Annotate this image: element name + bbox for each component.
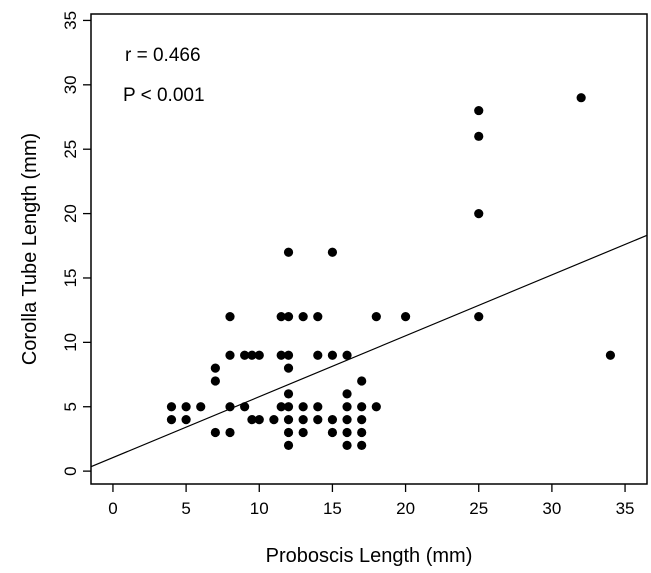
y-tick-label: 10 <box>61 333 80 352</box>
data-point <box>210 376 220 386</box>
data-point <box>474 131 484 141</box>
data-point <box>269 415 279 425</box>
data-point <box>240 402 250 412</box>
data-point <box>371 312 381 322</box>
trendline-layer <box>90 234 648 468</box>
x-tick-label: 35 <box>616 499 635 518</box>
data-point <box>357 402 367 412</box>
data-point <box>276 312 286 322</box>
data-point <box>254 415 264 425</box>
data-point <box>342 389 352 399</box>
data-point <box>342 402 352 412</box>
data-point <box>400 312 411 322</box>
data-point <box>298 415 308 425</box>
regression-line <box>90 234 648 468</box>
data-point <box>327 427 338 438</box>
data-point <box>254 350 264 360</box>
data-point <box>225 427 235 438</box>
x-tick-label: 25 <box>469 499 488 518</box>
y-tick-label: 15 <box>61 269 80 288</box>
data-point <box>181 402 191 412</box>
data-point <box>357 427 367 438</box>
y-axis: 0 5 10 15 20 25 30 35 <box>61 11 91 476</box>
data-point <box>210 363 220 373</box>
p-value-annotation: P < 0.001 <box>123 85 205 106</box>
data-point <box>240 350 250 360</box>
x-tick-label: 30 <box>542 499 561 518</box>
y-tick-label: 5 <box>61 402 80 411</box>
data-point <box>283 312 294 322</box>
x-tick-label: 10 <box>250 499 269 518</box>
data-point <box>342 350 352 360</box>
data-point <box>357 376 367 386</box>
x-tick-label: 5 <box>181 499 190 518</box>
x-axis: 0 5 10 15 20 25 30 35 <box>108 484 635 518</box>
data-point <box>283 427 294 438</box>
data-point <box>225 350 235 360</box>
data-point <box>166 415 177 425</box>
data-point <box>283 402 294 412</box>
data-point <box>247 415 257 425</box>
plot-frame <box>90 13 648 485</box>
data-point <box>225 402 235 412</box>
data-point <box>342 427 352 438</box>
y-tick-label: 30 <box>61 75 80 94</box>
x-tick-label: 0 <box>108 499 117 518</box>
data-point <box>357 440 367 450</box>
data-point <box>605 350 616 360</box>
data-point <box>313 402 323 412</box>
data-point <box>276 402 286 412</box>
x-axis-title: Proboscis Length (mm) <box>266 545 473 567</box>
y-tick-label: 0 <box>61 466 80 475</box>
data-point <box>313 350 323 360</box>
y-tick-label: 20 <box>61 204 80 223</box>
data-point <box>196 402 206 412</box>
data-point <box>247 350 257 360</box>
data-point <box>166 402 177 412</box>
data-point <box>327 247 338 257</box>
x-tick-label: 15 <box>323 499 342 518</box>
data-point <box>576 93 586 103</box>
data-point <box>313 415 323 425</box>
data-point <box>313 312 323 322</box>
data-point <box>225 312 235 322</box>
data-point <box>283 350 294 360</box>
data-point <box>276 350 286 360</box>
correlation-annotation: r = 0.466 <box>125 45 201 66</box>
data-point <box>210 427 220 438</box>
data-point <box>474 312 484 322</box>
data-point <box>283 363 294 373</box>
data-point <box>298 402 308 412</box>
y-axis-title: Corolla Tube Length (mm) <box>19 133 41 365</box>
data-point <box>181 415 191 425</box>
data-point <box>474 208 484 219</box>
data-point <box>327 415 338 425</box>
data-point <box>342 415 352 425</box>
points-layer <box>166 93 616 450</box>
x-tick-label: 20 <box>396 499 415 518</box>
data-point <box>357 415 367 425</box>
data-point <box>283 415 294 425</box>
data-point <box>371 402 381 412</box>
data-point <box>327 350 338 360</box>
y-tick-label: 25 <box>61 140 80 159</box>
y-tick-label: 35 <box>61 11 80 30</box>
data-point <box>298 427 308 438</box>
data-point <box>283 440 294 450</box>
data-point <box>474 105 484 116</box>
data-point <box>283 247 294 257</box>
data-point <box>283 389 294 399</box>
data-point <box>342 440 352 450</box>
data-point <box>298 312 308 322</box>
